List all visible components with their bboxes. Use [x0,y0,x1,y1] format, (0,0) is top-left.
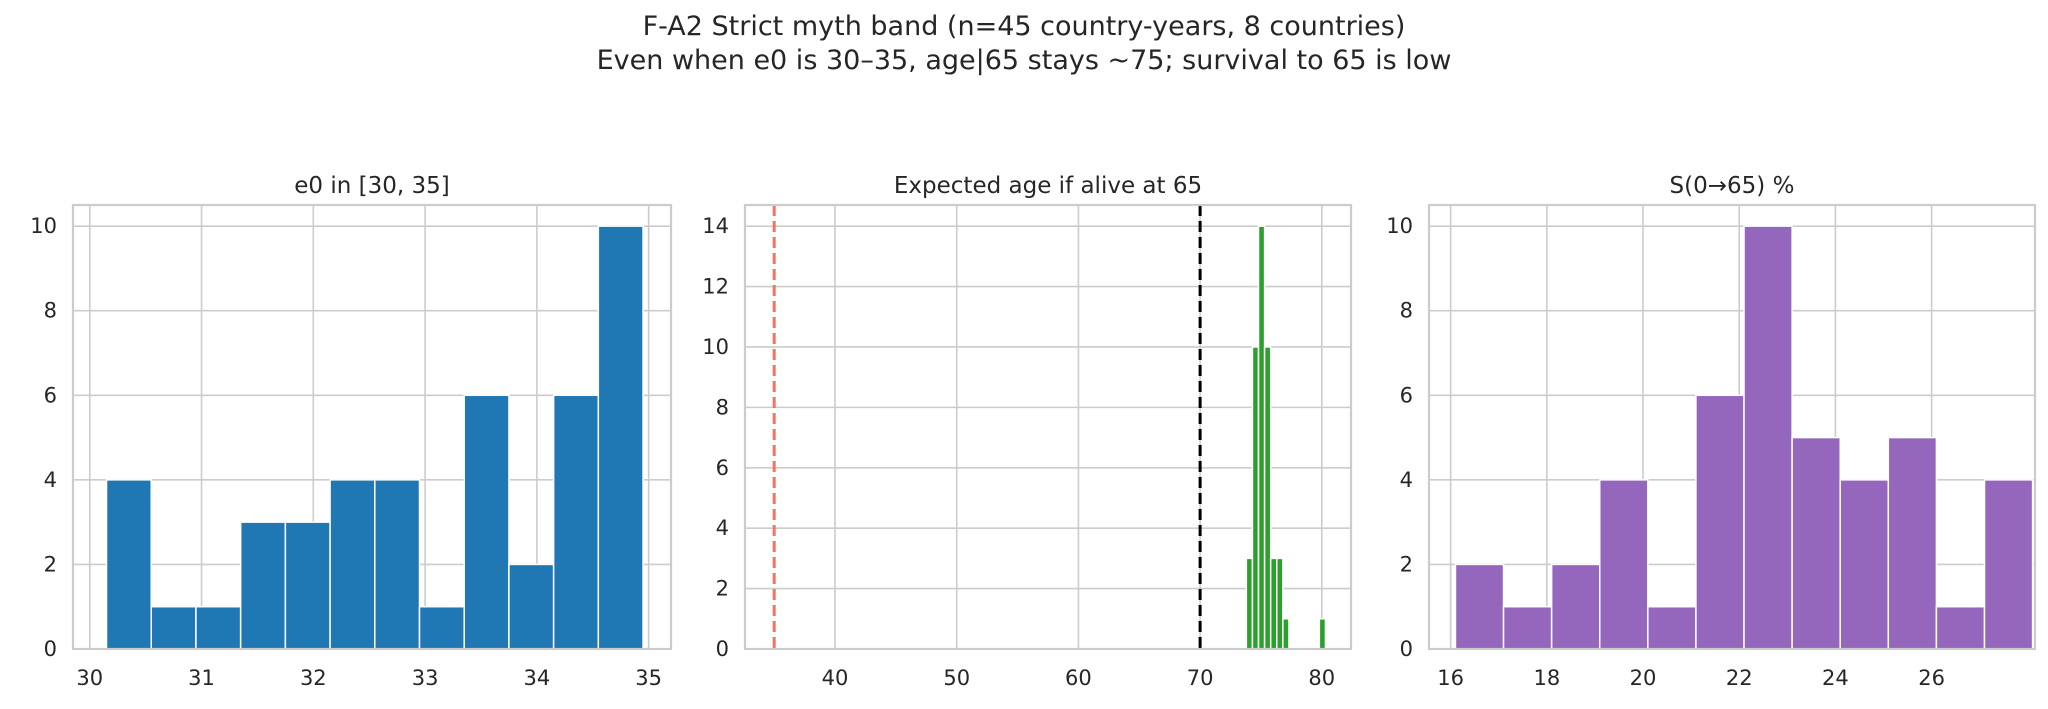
x-tick-label: 32 [300,666,327,690]
histogram-bar [150,605,197,650]
histogram-bar [418,605,465,650]
y-tick-label: 0 [1400,637,1413,661]
histogram-bar [1791,436,1841,650]
y-tick-label: 8 [44,299,57,323]
y-tick-label: 6 [1400,383,1413,407]
y-tick-label: 10 [1386,214,1413,238]
histogram-bar [239,521,287,650]
histogram-panel-2: 40 50 60 70 80 0 2 4 6 8 10 12 14 Expected age if ali… [702,173,1353,690]
x-tick-label: 31 [188,666,215,690]
y-tick-label: 4 [1400,468,1413,492]
histogram-bar [1269,557,1278,650]
histogram-bar [1647,605,1697,650]
suptitle-line-2: Even when e0 is 30–35, age|65 stays ~75;… [596,45,1452,76]
panel-title: Expected age if alive at 65 [894,173,1202,199]
y-tick-label: 2 [1400,552,1413,576]
y-tick-label: 10 [702,335,729,359]
histogram-bar [508,563,555,650]
y-tick-label: 4 [716,516,729,540]
x-tick-label: 34 [524,666,551,690]
y-tick-label: 12 [702,275,729,299]
x-tick-label: 20 [1630,666,1657,690]
x-tick-label: 16 [1437,666,1464,690]
histogram-bar [1454,563,1505,650]
plot-frame [71,203,673,651]
y-tick-label: 0 [44,637,57,661]
y-tick-label: 4 [44,468,57,492]
plot-frame [1427,203,2037,651]
histogram-panel-1: 30 31 32 33 34 35 0 2 4 6 8 10 e0 in [30, 35] [30,173,673,690]
histogram-bar [105,479,152,650]
y-tick-label: 0 [716,637,729,661]
histogram-bar [1695,394,1745,650]
histogram-bar [1935,605,1986,650]
histogram-bar [463,394,510,650]
y-tick-label: 10 [30,214,57,238]
x-tick-label: 50 [943,666,970,690]
histogram-bar [1282,618,1290,650]
histogram-bar [1598,479,1649,650]
histogram-bar [374,479,421,650]
x-tick-label: 40 [822,666,849,690]
x-tick-label: 33 [412,666,439,690]
histogram-bar [329,479,376,650]
x-tick-label: 60 [1065,666,1092,690]
x-tick-label: 24 [1822,666,1849,690]
histogram-bar [552,394,600,650]
y-tick-label: 2 [716,577,729,601]
histogram-bar [1550,563,1601,650]
y-tick-label: 8 [716,395,729,419]
x-tick-label: 18 [1533,666,1560,690]
histogram-bar [1887,436,1938,650]
suptitle-line-1: F-A2 Strict myth band (n=45 country-year… [642,11,1406,42]
histogram-bar [1263,346,1272,650]
x-tick-label: 35 [635,666,662,690]
y-tick-label: 6 [716,456,729,480]
y-tick-label: 14 [702,214,729,238]
histogram-bar [1502,605,1553,650]
histogram-bar [1251,346,1260,650]
plot-frame [743,203,1353,651]
panel-title: e0 in [30, 35] [294,173,449,199]
histogram-bar [1839,479,1890,650]
histogram-bar [1318,618,1327,650]
histogram-bar [1245,557,1254,650]
histogram-bar [195,605,242,650]
x-tick-label: 26 [1918,666,1945,690]
panel-title: S(0→65) % [1670,173,1795,199]
x-tick-label: 30 [76,666,103,690]
x-tick-label: 70 [1187,666,1214,690]
y-tick-label: 6 [44,383,57,407]
figure-suptitle: F-A2 Strict myth band (n=45 country-year… [0,10,2048,78]
histogram-bar [1743,225,1793,650]
y-tick-label: 2 [44,552,57,576]
histogram-bar [597,225,644,650]
histogram-bar [1983,479,2034,650]
histogram-bar [1276,557,1284,650]
histogram-bar [284,521,331,650]
y-tick-label: 8 [1400,299,1413,323]
x-tick-label: 80 [1308,666,1335,690]
histogram-bar [1257,225,1266,650]
x-tick-label: 22 [1726,666,1753,690]
